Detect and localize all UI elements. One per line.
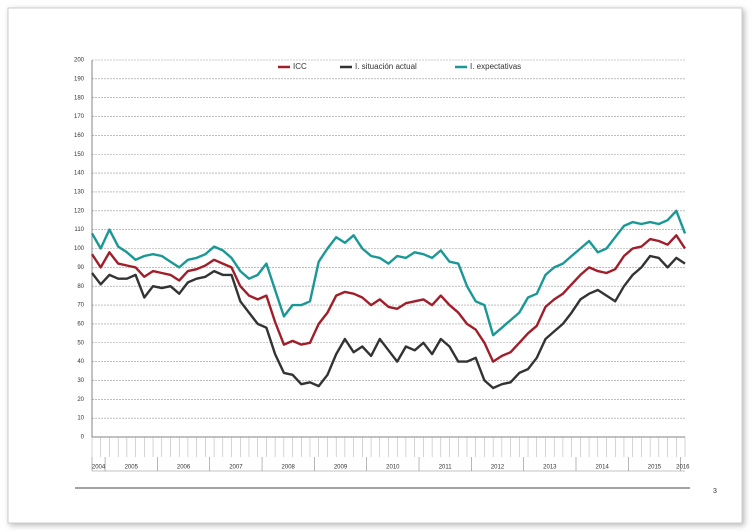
x-tick-label: 2010: [386, 465, 400, 471]
x-tick-label: 2006: [177, 465, 191, 471]
series-line: [91, 254, 686, 390]
legend-label: ICC: [293, 62, 307, 71]
y-tick-label: 180: [74, 95, 85, 101]
x-tick-label: 2011: [439, 465, 453, 471]
y-tick-label: 0: [81, 435, 85, 441]
y-tick-label: 170: [74, 114, 85, 120]
series-line: [90, 209, 687, 337]
series-line: [90, 234, 687, 363]
x-tick-label: 2008: [282, 465, 296, 471]
page-number: 3: [713, 488, 717, 495]
y-tick-label: 90: [77, 265, 84, 271]
y-tick-label: 130: [74, 190, 85, 196]
y-tick-label: 140: [74, 171, 85, 177]
y-tick-label: 60: [77, 321, 84, 327]
x-tick-label: 2009: [334, 465, 348, 471]
y-tick-label: 80: [77, 284, 84, 290]
x-tick-label: 2004: [92, 465, 106, 471]
legend-label: I. expectativas: [470, 62, 521, 71]
legend-label: I. situación actual: [355, 62, 417, 71]
y-tick-label: 120: [74, 208, 85, 214]
y-tick-label: 30: [77, 378, 84, 384]
y-tick-label: 70: [77, 303, 84, 309]
y-tick-label: 10: [77, 416, 84, 422]
y-tick-label: 150: [74, 152, 85, 158]
x-tick-label: 2005: [125, 465, 139, 471]
y-tick-label: 40: [77, 359, 84, 365]
x-tick-label: 2012: [491, 465, 505, 471]
x-tick-label: 2007: [229, 465, 243, 471]
y-tick-label: 100: [74, 246, 85, 252]
y-tick-label: 20: [77, 397, 84, 403]
x-tick-label: 2013: [543, 465, 557, 471]
x-tick-label: 2014: [595, 465, 609, 471]
y-tick-label: 110: [74, 227, 84, 233]
x-tick-label: 2015: [648, 465, 662, 471]
y-tick-label: 160: [74, 133, 85, 139]
y-tick-label: 50: [77, 340, 84, 346]
y-tick-label: 200: [74, 58, 85, 64]
x-tick-label: 2016: [676, 465, 690, 471]
y-tick-label: 190: [74, 76, 85, 82]
